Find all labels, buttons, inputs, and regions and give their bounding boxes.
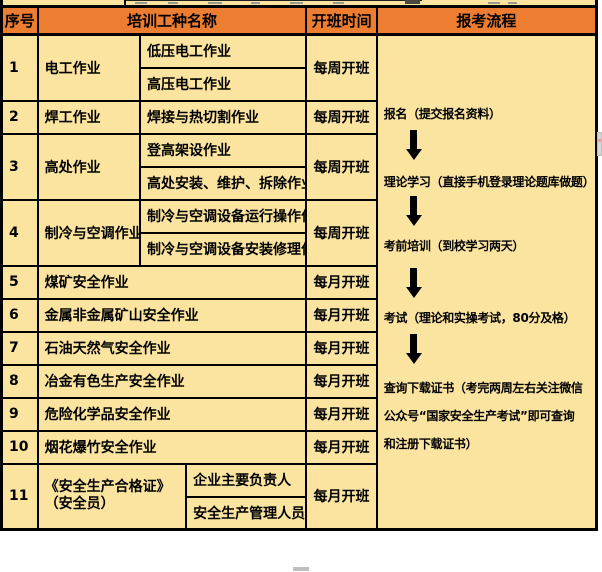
category-cell: 冶金有色生产安全作业 — [36, 363, 308, 399]
remnant-glyph-fragment — [290, 2, 303, 4]
row-number-cell: 10 — [0, 429, 39, 465]
remnant-glyph-fragment — [251, 2, 260, 4]
flow-certificate-line: 查询下载证书（考完两周左右关注微信 — [383, 381, 583, 395]
table-row: 10 烟花爆竹安全作业 每月开班 — [0, 429, 597, 465]
row-number-cell: 3 — [0, 132, 39, 201]
remnant-glyph-fragment — [333, 2, 344, 4]
table-row: 制冷与空调设备安装修理作业 — [2, 231, 597, 267]
flow-step-exam: 考试（理论和实操考试，80分及格） — [383, 311, 576, 325]
down-arrow-icon — [405, 196, 422, 226]
row-number-cell: 11 — [0, 462, 39, 531]
row-number-cell: 9 — [0, 396, 39, 432]
row-number-cell: 6 — [0, 297, 39, 333]
remnant-cell-border — [124, 0, 126, 5]
down-arrow-icon — [405, 268, 422, 298]
category-cell: 《安全生产合格证》 （安全员） — [36, 462, 188, 531]
category-cell: 焊工作业 — [36, 99, 141, 135]
category-cell: 制冷与空调作业 — [36, 198, 141, 267]
category-cell: 金属非金属矿山安全作业 — [36, 297, 308, 333]
schedule-cell: 每月开班 — [305, 462, 378, 531]
flow-certificate-line: 公众号“国家安全生产考试”即可查询 — [383, 409, 575, 423]
header-course-name: 培训工种名称 — [36, 5, 308, 36]
remnant-glyph-fragment — [508, 2, 517, 4]
schedule-cell: 每月开班 — [305, 429, 378, 465]
flow-step-certificate: 查询下载证书（考完两周左右关注微信 公众号“国家安全生产考试”即可查询 和注册下… — [384, 374, 593, 458]
scrollbar-thumb-fragment[interactable] — [597, 132, 602, 156]
table-row: 高压电工作业 — [2, 66, 597, 102]
row-number-cell: 2 — [0, 99, 39, 135]
subcategory-cell: 安全生产管理人员 — [185, 495, 308, 531]
remnant-glyph-fragment — [405, 0, 420, 4]
subcategory-cell: 高处安装、维护、拆除作业 — [138, 165, 308, 201]
category-cell: 石油天然气安全作业 — [36, 330, 308, 366]
table-row: 9 危险化学品安全作业 每月开班 — [0, 396, 597, 432]
table-row: 8 冶金有色生产安全作业 每月开班 — [0, 363, 597, 399]
schedule-cell: 每周开班 — [305, 132, 378, 201]
table-header-row: 序号 培训工种名称 开班时间 报考流程 — [0, 5, 598, 36]
schedule-cell: 每月开班 — [305, 330, 378, 366]
down-arrow-icon — [405, 334, 422, 364]
category-line: （安全员） — [44, 496, 115, 513]
subcategory-cell: 制冷与空调设备运行操作作业 — [138, 198, 308, 234]
schedule-cell: 每周开班 — [305, 33, 378, 102]
table-row: 2 焊工作业 焊接与热切割作业 每周开班 — [0, 99, 597, 135]
subcategory-cell: 制冷与空调设备安装修理作业 — [138, 231, 308, 267]
row-number-cell: 8 — [0, 363, 39, 399]
training-courses-table: 序号 培训工种名称 开班时间 报考流程 1 电工作业 低压电工作业 每周开班 报… — [0, 5, 598, 531]
table-row: 3 高处作业 登高架设作业 每周开班 — [0, 132, 597, 201]
header-schedule: 开班时间 — [305, 5, 378, 36]
category-cell: 高处作业 — [36, 132, 141, 201]
table-row: 安全生产管理人员 — [2, 495, 597, 531]
table-row: 11 《安全生产合格证》 （安全员） 企业主要负责人 每月开班 — [0, 462, 597, 531]
category-cell: 烟花爆竹安全作业 — [36, 429, 308, 465]
table-row: 1 电工作业 低压电工作业 每周开班 报名（提交报名资料） 理论学习（直接手机登… — [0, 33, 598, 531]
row-number-cell: 5 — [0, 264, 39, 300]
subcategory-cell: 低压电工作业 — [138, 33, 308, 69]
schedule-cell: 每月开班 — [305, 297, 378, 333]
category-line: 《安全生产合格证》 — [44, 479, 171, 496]
table-row: 6 金属非金属矿山安全作业 每月开班 — [0, 297, 597, 333]
header-process: 报考流程 — [375, 5, 598, 36]
table-row: 4 制冷与空调作业 制冷与空调设备运行操作作业 每周开班 — [0, 198, 597, 267]
scrollbar-fragment-horizontal — [293, 567, 309, 571]
schedule-cell: 每月开班 — [305, 396, 378, 432]
flow-step-register: 报名（提交报名资料） — [383, 107, 501, 121]
row-number-cell: 7 — [0, 330, 39, 366]
schedule-cell: 每月开班 — [305, 264, 378, 300]
subcategory-cell: 企业主要负责人 — [185, 462, 308, 498]
schedule-cell: 每周开班 — [305, 198, 378, 267]
category-cell: 煤矿安全作业 — [36, 264, 308, 300]
row-number-cell: 1 — [0, 33, 39, 102]
flow-certificate-line: 和注册下载证书） — [383, 437, 478, 451]
clipped-row-remnant — [0, 0, 598, 5]
remnant-glyph-fragment — [208, 2, 222, 4]
down-arrow-icon — [405, 130, 422, 160]
process-flow-cell: 报名（提交报名资料） 理论学习（直接手机登录理论题库做题） 考前培训（到校学习两… — [375, 33, 598, 531]
flow-step-pre-exam-training: 考前培训（到校学习两天） — [383, 239, 525, 253]
subcategory-cell: 登高架设作业 — [138, 132, 308, 168]
category-cell: 危险化学品安全作业 — [36, 396, 308, 432]
subcategory-cell: 焊接与热切割作业 — [138, 99, 308, 135]
flow-step-theory-study: 理论学习（直接手机登录理论题库做题） — [383, 175, 595, 189]
schedule-cell: 每周开班 — [305, 99, 378, 135]
table-row: 5 煤矿安全作业 每月开班 — [0, 264, 597, 300]
scrollbar-marker — [598, 139, 601, 142]
category-cell: 电工作业 — [36, 33, 141, 102]
subcategory-cell: 高压电工作业 — [138, 66, 308, 102]
remnant-glyph-fragment — [135, 2, 147, 4]
schedule-cell: 每月开班 — [305, 363, 378, 399]
table-row: 7 石油天然气安全作业 每月开班 — [0, 330, 597, 366]
row-number-cell: 4 — [0, 198, 39, 267]
header-index: 序号 — [0, 5, 39, 36]
remnant-glyph-fragment — [488, 2, 500, 4]
table-row: 高处安装、维护、拆除作业 — [2, 165, 597, 201]
remnant-cell-border — [126, 0, 422, 1]
remnant-glyph-fragment — [168, 2, 178, 4]
